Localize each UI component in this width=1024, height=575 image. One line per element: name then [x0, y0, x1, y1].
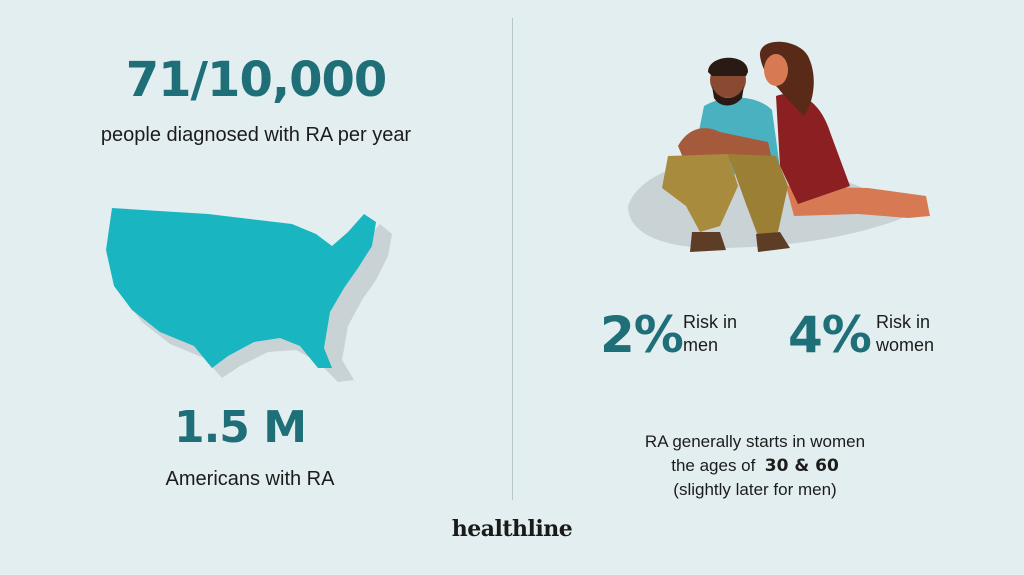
- risk-men-label-line1: Risk in: [683, 312, 738, 332]
- healthline-logo: healthline: [451, 516, 573, 542]
- diagnosed-rate-value: 71/10,000: [125, 52, 388, 108]
- risk-women-label: Risk in women: [876, 311, 966, 357]
- sitting-couple-illustration: [628, 41, 930, 252]
- americans-with-ra-label: Americans with RA: [165, 468, 335, 490]
- risk-men-percent: 2%: [600, 306, 684, 364]
- risk-men-label-line2: men: [683, 335, 719, 355]
- note-line2: the ages of 30 & 60: [590, 454, 920, 478]
- risk-men-label: Risk in men: [683, 311, 763, 357]
- diagnosed-rate-label: people diagnosed with RA per year: [100, 124, 412, 146]
- usa-map-illustration: [106, 208, 392, 382]
- americans-with-ra-value: 1.5 M: [173, 402, 307, 453]
- note-line3: (slightly later for men): [673, 480, 837, 499]
- risk-women-label-line1: Risk in: [876, 312, 931, 332]
- risk-women-label-line2: women: [876, 335, 935, 355]
- risk-women-percent: 4%: [788, 306, 872, 364]
- note-line2-prefix: the ages of: [671, 456, 756, 475]
- note-ages: 30 & 60: [764, 456, 839, 476]
- onset-age-note: RA generally starts in women the ages of…: [590, 430, 920, 502]
- column-divider: [512, 18, 513, 500]
- note-line1: RA generally starts in women: [644, 432, 866, 451]
